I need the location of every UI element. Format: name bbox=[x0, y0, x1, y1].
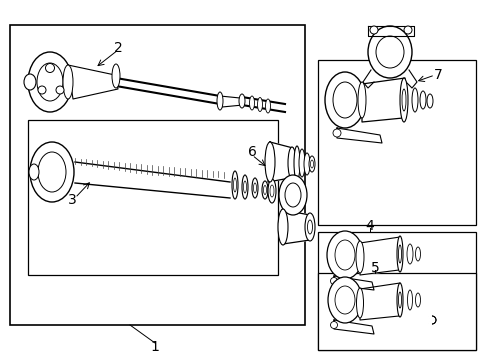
Ellipse shape bbox=[398, 292, 401, 308]
Polygon shape bbox=[68, 65, 118, 99]
Ellipse shape bbox=[396, 236, 402, 272]
Polygon shape bbox=[333, 276, 373, 290]
Bar bbox=[317, 232, 475, 350]
Ellipse shape bbox=[267, 179, 275, 203]
Polygon shape bbox=[367, 26, 413, 36]
Ellipse shape bbox=[411, 88, 417, 112]
Ellipse shape bbox=[308, 156, 314, 172]
Ellipse shape bbox=[396, 283, 402, 317]
Text: 5: 5 bbox=[370, 261, 379, 275]
Ellipse shape bbox=[327, 277, 361, 323]
Polygon shape bbox=[220, 96, 243, 107]
Polygon shape bbox=[359, 283, 399, 320]
Polygon shape bbox=[361, 78, 404, 122]
Ellipse shape bbox=[398, 245, 401, 263]
Ellipse shape bbox=[332, 82, 356, 118]
Ellipse shape bbox=[355, 241, 363, 273]
Polygon shape bbox=[336, 128, 381, 143]
Circle shape bbox=[332, 129, 340, 137]
Ellipse shape bbox=[406, 244, 412, 264]
Circle shape bbox=[403, 26, 411, 34]
Ellipse shape bbox=[307, 220, 312, 234]
Ellipse shape bbox=[264, 142, 274, 182]
Circle shape bbox=[56, 86, 64, 94]
Ellipse shape bbox=[30, 142, 74, 202]
Ellipse shape bbox=[233, 178, 236, 192]
Ellipse shape bbox=[407, 290, 412, 310]
Ellipse shape bbox=[287, 147, 295, 179]
Ellipse shape bbox=[293, 146, 299, 180]
Ellipse shape bbox=[243, 181, 246, 193]
Bar bbox=[10, 25, 305, 325]
Ellipse shape bbox=[298, 149, 305, 177]
Ellipse shape bbox=[305, 213, 314, 241]
Ellipse shape bbox=[357, 82, 365, 118]
Ellipse shape bbox=[63, 65, 73, 99]
Bar bbox=[28, 120, 278, 275]
Ellipse shape bbox=[326, 231, 362, 279]
Ellipse shape bbox=[401, 89, 405, 111]
Ellipse shape bbox=[367, 26, 411, 78]
Polygon shape bbox=[359, 237, 399, 275]
Ellipse shape bbox=[37, 63, 63, 101]
Ellipse shape bbox=[242, 175, 247, 199]
Ellipse shape bbox=[269, 185, 273, 197]
Ellipse shape bbox=[231, 171, 238, 199]
Ellipse shape bbox=[249, 96, 254, 110]
Ellipse shape bbox=[325, 72, 364, 128]
Ellipse shape bbox=[415, 293, 420, 307]
Ellipse shape bbox=[29, 164, 39, 180]
Ellipse shape bbox=[304, 153, 309, 175]
Ellipse shape bbox=[28, 52, 72, 112]
Ellipse shape bbox=[399, 78, 407, 122]
Text: 7: 7 bbox=[433, 68, 442, 82]
Ellipse shape bbox=[415, 247, 420, 261]
Circle shape bbox=[427, 316, 435, 324]
Ellipse shape bbox=[334, 240, 354, 270]
Ellipse shape bbox=[419, 91, 425, 109]
Polygon shape bbox=[333, 320, 373, 334]
Ellipse shape bbox=[262, 181, 267, 199]
Ellipse shape bbox=[239, 94, 244, 108]
Polygon shape bbox=[283, 210, 309, 244]
Ellipse shape bbox=[285, 183, 301, 207]
Ellipse shape bbox=[263, 185, 266, 194]
Ellipse shape bbox=[278, 209, 287, 245]
Ellipse shape bbox=[426, 94, 432, 108]
Circle shape bbox=[38, 86, 46, 94]
Ellipse shape bbox=[375, 36, 403, 68]
Ellipse shape bbox=[356, 288, 363, 318]
Ellipse shape bbox=[265, 99, 270, 113]
Ellipse shape bbox=[38, 152, 66, 192]
Ellipse shape bbox=[279, 175, 306, 215]
Ellipse shape bbox=[253, 183, 256, 193]
Text: 2: 2 bbox=[113, 41, 122, 55]
Ellipse shape bbox=[257, 98, 262, 112]
Text: 1: 1 bbox=[150, 340, 159, 354]
Ellipse shape bbox=[217, 92, 223, 110]
Circle shape bbox=[330, 321, 337, 328]
Text: 3: 3 bbox=[67, 193, 76, 207]
Ellipse shape bbox=[310, 160, 313, 168]
Circle shape bbox=[45, 63, 54, 72]
Ellipse shape bbox=[112, 64, 120, 88]
Ellipse shape bbox=[251, 178, 258, 198]
Text: 6: 6 bbox=[247, 145, 256, 159]
Bar bbox=[317, 273, 475, 350]
Text: 4: 4 bbox=[365, 219, 374, 233]
Ellipse shape bbox=[334, 286, 354, 314]
Polygon shape bbox=[267, 142, 292, 182]
Circle shape bbox=[330, 278, 337, 284]
Bar bbox=[317, 60, 475, 225]
Circle shape bbox=[369, 26, 377, 34]
Ellipse shape bbox=[24, 74, 36, 90]
